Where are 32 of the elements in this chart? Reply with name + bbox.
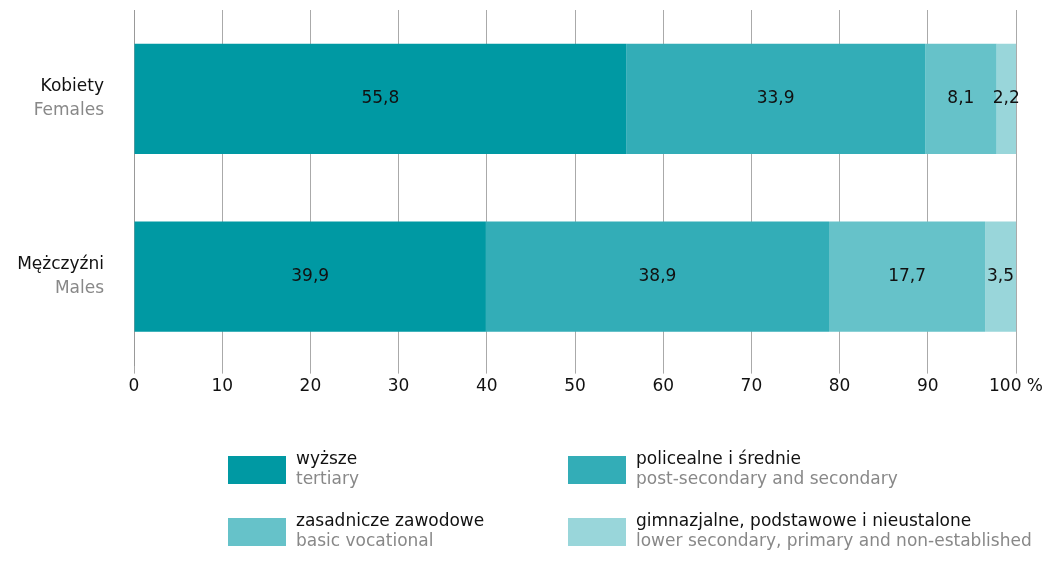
x-tick-label: 30 bbox=[387, 375, 410, 396]
x-tick-label: 50 bbox=[564, 375, 586, 396]
x-tick-label: 20 bbox=[299, 375, 322, 396]
x-tick-label: 10 bbox=[211, 375, 234, 396]
data-label: 3,5 bbox=[987, 265, 1015, 286]
x-tick-label: 0 bbox=[128, 375, 140, 396]
x-tick-label: 40 bbox=[475, 375, 498, 396]
data-label: 2,2 bbox=[992, 87, 1020, 108]
legend-label: gimnazjalne, podstawowe i nieustalone lower secondary, primary and non-established bbox=[636, 510, 1032, 550]
x-tick-label: 60 bbox=[652, 375, 675, 396]
y-tick-label: Kobiety Females bbox=[33, 75, 105, 120]
bar bbox=[829, 221, 986, 332]
x-tick-label: 80 bbox=[828, 375, 851, 396]
bar bbox=[134, 221, 486, 332]
bar bbox=[996, 43, 1016, 155]
data-label: 38,9 bbox=[638, 265, 677, 286]
bar bbox=[134, 43, 627, 155]
x-tick-label: 100 % bbox=[988, 375, 1044, 396]
bar bbox=[485, 221, 830, 332]
y-tick-label: Mężczyźni Males bbox=[17, 253, 105, 298]
data-label: 8,1 bbox=[947, 87, 975, 108]
data-label: 39,9 bbox=[291, 265, 330, 286]
bar bbox=[985, 221, 1016, 332]
legend-label: zasadnicze zawodowe basic vocational bbox=[296, 510, 485, 550]
bar bbox=[626, 43, 926, 155]
data-label: 55,8 bbox=[361, 87, 400, 108]
data-label: 33,9 bbox=[756, 87, 795, 108]
x-tick-label: 70 bbox=[740, 375, 763, 396]
legend-label: wyższe tertiary bbox=[296, 448, 359, 488]
x-tick-label: 90 bbox=[916, 375, 939, 396]
data-label: 17,7 bbox=[888, 265, 926, 286]
legend-label: policealne i średnie post-secondary and secondary bbox=[636, 448, 898, 488]
